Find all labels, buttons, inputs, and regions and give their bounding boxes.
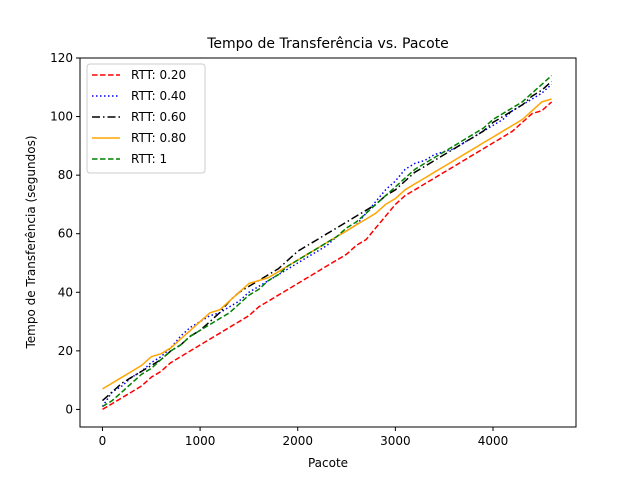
x-tick-label: 4000 — [478, 434, 509, 448]
series-line-5 — [102, 75, 553, 408]
y-axis-label: Tempo de Transferência (segundos) — [24, 135, 38, 349]
legend-label: RTT: 0.60 — [131, 110, 186, 124]
legend-label: RTT: 0.40 — [131, 89, 186, 103]
legend-label: RTT: 0.20 — [131, 68, 186, 82]
plot-frame — [79, 57, 577, 428]
legend-box — [86, 63, 206, 174]
y-tick-label: 80 — [58, 168, 73, 182]
x-tick-label: 0 — [99, 434, 107, 448]
y-tick-label: 0 — [65, 402, 73, 416]
legend-label: RTT: 0.80 — [131, 131, 186, 145]
x-tick-label: 3000 — [380, 434, 411, 448]
x-axis-label: Pacote — [308, 456, 348, 470]
series-line-4 — [102, 98, 552, 390]
y-tick-label: 40 — [58, 285, 73, 299]
legend-label: RTT: 1 — [131, 152, 167, 166]
y-tick-label: 20 — [58, 344, 73, 358]
x-axis: 0 1000 2000 3000 4000 — [99, 427, 509, 448]
y-axis: 0 20 40 60 80 100 120 — [50, 51, 80, 416]
x-tick-label: 2000 — [282, 434, 313, 448]
series-lines — [101, 75, 553, 411]
series-line-1 — [102, 101, 553, 411]
y-tick-label: 100 — [50, 110, 73, 124]
y-tick-label: 120 — [50, 51, 73, 65]
legend: RTT: 0.20 RTT: 0.40 RTT: 0.60 RTT: 0.80 RTT:… — [86, 63, 206, 174]
chart-title: Tempo de Transferência vs. Pacote — [206, 36, 449, 52]
series-line-3 — [101, 80, 553, 402]
x-tick-label: 1000 — [185, 434, 216, 448]
y-tick-label: 60 — [58, 227, 73, 241]
